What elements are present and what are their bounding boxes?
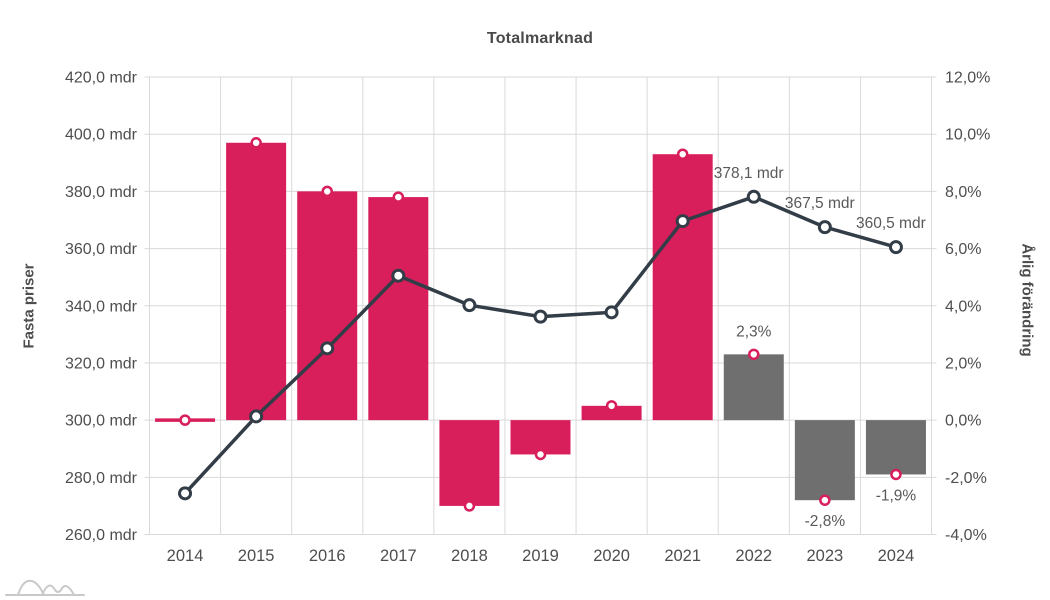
x-axis-tick-2017: 2017 bbox=[380, 547, 417, 565]
bar-2016[interactable] bbox=[297, 191, 358, 421]
left-axis-tick: 400,0 mdr bbox=[65, 127, 138, 144]
logo-strokes bbox=[5, 579, 85, 596]
left-axis-tick: 300,0 mdr bbox=[65, 413, 138, 430]
line-point-2019[interactable] bbox=[533, 309, 548, 324]
right-axis-tick: 10,0% bbox=[945, 127, 990, 144]
line-point-2018[interactable] bbox=[462, 298, 477, 313]
right-axis-tick: 0,0% bbox=[945, 413, 981, 430]
x-axis-tick-2020: 2020 bbox=[593, 547, 630, 565]
right-axis-tick: 8,0% bbox=[945, 184, 981, 201]
bar-label-2024: -1,9% bbox=[876, 487, 917, 504]
line-label-2024: 360,5 mdr bbox=[856, 215, 926, 232]
x-axis-tick-2016: 2016 bbox=[309, 547, 346, 565]
right-axis-tick: 4,0% bbox=[945, 298, 981, 315]
bar-marker-2014[interactable] bbox=[179, 414, 191, 426]
right-axis-tick: -4,0% bbox=[945, 527, 987, 544]
x-axis-tick-2021: 2021 bbox=[664, 547, 701, 565]
logo-mountains-icon bbox=[5, 579, 85, 596]
line-point-2020[interactable] bbox=[604, 305, 619, 320]
line-point-2023[interactable] bbox=[817, 220, 832, 235]
bar-marker-2021[interactable] bbox=[676, 148, 689, 160]
left-axis-tick: 280,0 mdr bbox=[65, 470, 138, 487]
bar-label-2023: -2,8% bbox=[805, 513, 846, 530]
line-point-2022[interactable] bbox=[746, 189, 761, 204]
right-axis-tick: 2,0% bbox=[945, 355, 981, 372]
right-axis-tick: -2,0% bbox=[945, 470, 987, 487]
bar-marker-2016[interactable] bbox=[321, 185, 333, 198]
chart-title: Totalmarknad bbox=[486, 30, 594, 47]
line-point-2016[interactable] bbox=[320, 341, 335, 356]
x-axis-tick-2024: 2024 bbox=[878, 547, 915, 565]
right-axis-tick: 6,0% bbox=[945, 241, 981, 258]
left-axis-tick: 420,0 mdr bbox=[65, 70, 138, 87]
axis-tick-labels: 420,0 mdr 400,0 mdr 380,0 mdr 360,0 mdr 340,… bbox=[65, 70, 990, 566]
bar-marker-2015[interactable] bbox=[250, 137, 262, 149]
line-point-2015[interactable] bbox=[249, 409, 264, 424]
line-label-2022: 378,1 mdr bbox=[714, 165, 784, 182]
bar-2020[interactable] bbox=[581, 405, 642, 421]
bars-arlig-forandring bbox=[155, 137, 926, 512]
bar-2024[interactable] bbox=[865, 420, 926, 475]
x-axis-tick-2023: 2023 bbox=[807, 547, 844, 565]
left-axis-tick: 320,0 mdr bbox=[65, 355, 138, 372]
left-axis-tick: 340,0 mdr bbox=[65, 298, 138, 315]
bar-marker-2023[interactable] bbox=[819, 494, 831, 506]
bar-marker-2017[interactable] bbox=[392, 191, 405, 203]
line-label-2023: 367,5 mdr bbox=[785, 195, 855, 212]
bar-marker-2022[interactable] bbox=[748, 348, 760, 361]
bar-2021[interactable] bbox=[652, 154, 713, 421]
left-axis-tick: 380,0 mdr bbox=[65, 184, 138, 201]
line-point-2017[interactable] bbox=[391, 268, 406, 283]
bar-2015[interactable] bbox=[226, 142, 287, 421]
left-axis-title: Fasta priser bbox=[20, 263, 38, 349]
bar-marker-2020[interactable] bbox=[605, 400, 618, 412]
bar-2017[interactable] bbox=[368, 197, 429, 421]
x-axis-tick-2014: 2014 bbox=[167, 547, 204, 565]
left-axis-tick: 360,0 mdr bbox=[65, 241, 138, 258]
bar-2023[interactable] bbox=[794, 420, 855, 501]
bar-2022[interactable] bbox=[723, 354, 784, 421]
line-point-2021[interactable] bbox=[675, 214, 690, 229]
left-axis-tick: 260,0 mdr bbox=[65, 527, 138, 544]
right-axis-tick: 12,0% bbox=[945, 70, 990, 87]
x-axis-tick-2022: 2022 bbox=[735, 547, 772, 565]
right-axis-title: Årlig förändring bbox=[1018, 243, 1036, 357]
bar-label-2022: 2,3% bbox=[736, 323, 772, 340]
bar-marker-2024[interactable] bbox=[890, 468, 902, 481]
x-axis-tick-2015: 2015 bbox=[238, 547, 275, 565]
x-axis-tick-2019: 2019 bbox=[522, 547, 559, 565]
bar-2018[interactable] bbox=[439, 420, 500, 506]
bar-marker-2019[interactable] bbox=[534, 448, 547, 461]
bar-marker-2018[interactable] bbox=[463, 500, 476, 512]
line-point-2014[interactable] bbox=[178, 486, 193, 501]
line-point-2024[interactable] bbox=[888, 240, 903, 255]
x-axis-tick-2018: 2018 bbox=[451, 547, 488, 565]
line-fasta-priser bbox=[178, 189, 903, 501]
